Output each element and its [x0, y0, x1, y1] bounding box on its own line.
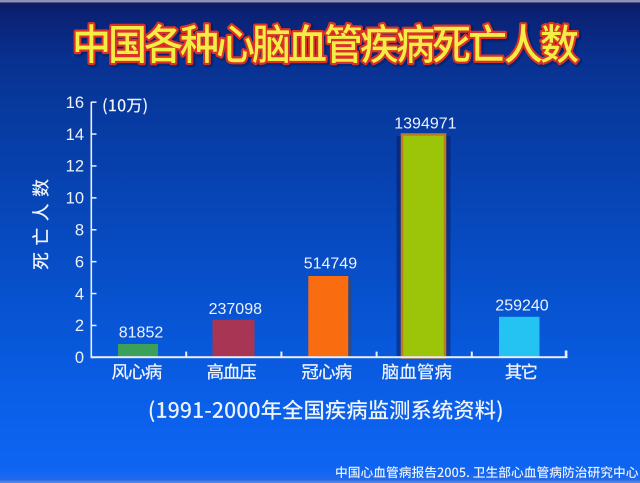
svg-text:4: 4	[75, 285, 84, 303]
svg-text:12: 12	[66, 158, 84, 176]
svg-text:237098: 237098	[209, 301, 262, 318]
svg-text:2: 2	[75, 317, 84, 335]
svg-text:8: 8	[75, 222, 84, 240]
svg-text:6: 6	[75, 253, 84, 271]
svg-text:81852: 81852	[119, 324, 164, 341]
svg-text:514749: 514749	[304, 255, 357, 272]
svg-text:16: 16	[66, 94, 84, 112]
svg-text:259240: 259240	[495, 297, 548, 314]
svg-text:10: 10	[66, 190, 84, 208]
svg-text:0: 0	[75, 349, 84, 367]
svg-text:1394971: 1394971	[394, 115, 456, 132]
svg-text:14: 14	[66, 126, 84, 144]
